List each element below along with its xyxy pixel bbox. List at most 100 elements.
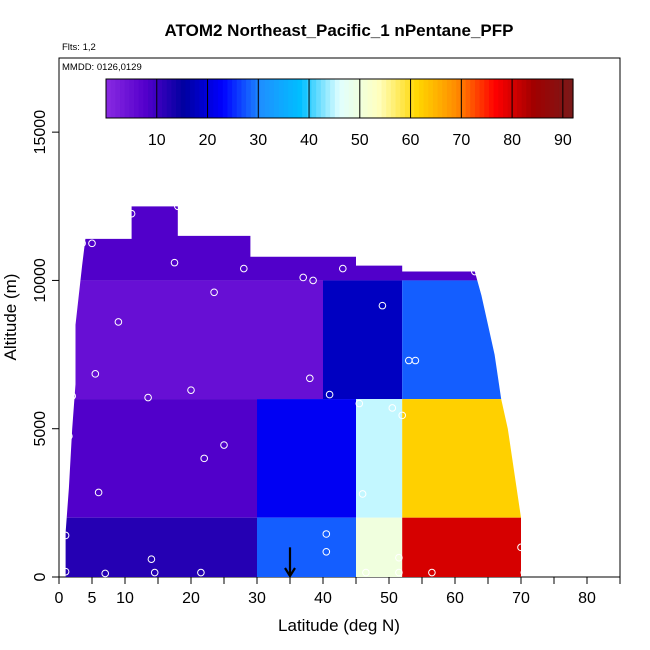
sample-point-22 <box>240 264 248 273</box>
colorbar-swatch-80 <box>479 79 485 118</box>
dates-label: MMDD: 0126,0129 <box>62 62 142 73</box>
y-tick-label-0: 0 <box>32 572 49 581</box>
y-axis-label: Altitude (m) <box>1 274 20 361</box>
sample-point-41 <box>471 267 479 276</box>
colorbar-swatch-73 <box>446 79 453 118</box>
sample-point-0 <box>61 567 70 576</box>
colorbar-swatch-93 <box>540 79 546 118</box>
y-tick-label-2: 10000 <box>32 258 49 303</box>
marker-arrow-head <box>284 567 296 579</box>
colorbar-swatch-16 <box>180 79 186 118</box>
colorbar-swatch-94 <box>544 79 551 118</box>
heat-cell-1 <box>65 280 323 400</box>
sample-point-36 <box>395 568 403 577</box>
colorbar-swatch-89 <box>521 79 527 118</box>
sample-point-14 <box>150 568 159 577</box>
colorbar-swatch-83 <box>493 79 499 118</box>
colorbar-swatch-52 <box>348 79 355 118</box>
colorbar-swatch-15 <box>176 79 182 118</box>
sample-point-20 <box>210 288 218 297</box>
colorbar-swatch-30 <box>246 79 252 118</box>
y-tick-label-1: 5000 <box>32 411 49 447</box>
sample-point-35 <box>395 553 403 562</box>
colorbar-swatch-62 <box>395 79 401 118</box>
sample-point-34 <box>388 404 397 412</box>
colorbar-swatch-91 <box>530 79 537 118</box>
heat-cell-11 <box>402 517 521 577</box>
colorbar-swatch-11 <box>157 79 163 118</box>
heat-cell-5 <box>257 399 356 518</box>
sample-point-40 <box>428 568 436 577</box>
colorbar-tick-label-2: 30 <box>249 132 267 149</box>
colorbar-swatch-29 <box>241 79 247 118</box>
colorbar-swatch-36 <box>274 79 280 118</box>
colorbar-swatch-82 <box>488 79 495 118</box>
x-tick-label-3: 20 <box>182 590 200 607</box>
colorbar-swatch-65 <box>409 79 415 118</box>
heat-cell-10 <box>356 517 403 577</box>
colorbar-swatch-85 <box>502 79 509 118</box>
sample-point-12 <box>144 393 152 402</box>
colorbar-swatch-45 <box>316 79 322 118</box>
colorbar-swatch-17 <box>185 79 191 118</box>
x-axis: 0 5 10 20 30 40 50 60 70 80 <box>55 577 621 607</box>
sample-point-37 <box>398 411 407 420</box>
sample-point-24 <box>306 374 314 383</box>
colorbar-swatch-58 <box>376 79 383 118</box>
sample-point-42 <box>517 543 525 552</box>
colorbar-swatch-71 <box>437 79 443 118</box>
colorbar-swatch-79 <box>474 79 481 118</box>
colorbar-swatch-2 <box>115 79 121 118</box>
sample-point-7 <box>91 370 100 378</box>
colorbar-swatch-55 <box>362 79 369 118</box>
colorbar-swatch-47 <box>325 79 331 118</box>
heat-cell-4 <box>65 399 257 518</box>
colorbar-swatch-18 <box>190 79 196 118</box>
colorbar-swatch-26 <box>227 79 233 118</box>
sample-point-23 <box>299 273 308 282</box>
sample-point-8 <box>94 488 103 497</box>
colorbar-swatch-66 <box>414 79 420 118</box>
sample-point-5 <box>78 239 86 248</box>
heatmap-area <box>65 206 525 577</box>
colorbar-swatch-48 <box>330 79 336 118</box>
colorbar-swatch-56 <box>367 79 373 118</box>
colorbar-swatch-59 <box>381 79 387 118</box>
sample-point-39 <box>411 356 420 365</box>
colorbar-swatch-10 <box>152 79 158 118</box>
colorbar-swatch-39 <box>288 79 294 118</box>
x-tick-label-0: 0 <box>55 590 64 607</box>
colorbar-swatch-9 <box>148 79 154 118</box>
sample-point-21 <box>220 441 228 449</box>
colorbar-swatch-27 <box>232 79 238 118</box>
sample-point-19 <box>200 454 208 463</box>
colorbar-swatch-31 <box>250 79 257 118</box>
sample-point-15 <box>170 258 179 267</box>
x-tick-label-9: 80 <box>578 590 596 607</box>
x-tick-label-7: 60 <box>446 590 464 607</box>
colorbar-swatch-19 <box>194 79 200 118</box>
heat-cell-8 <box>65 517 257 577</box>
colorbar-swatch-61 <box>390 79 397 118</box>
colorbar-swatch-28 <box>236 79 243 118</box>
sample-point-31 <box>358 490 367 498</box>
colorbar-swatch-3 <box>120 79 126 118</box>
heat-cell-9 <box>257 517 356 577</box>
colorbar-swatch-77 <box>465 79 471 118</box>
x-tick-label-6: 50 <box>380 590 398 607</box>
colorbar-swatch-90 <box>526 79 532 118</box>
sample-point-18 <box>197 568 205 577</box>
colorbar-swatch-54 <box>358 79 364 118</box>
colorbar-swatch-24 <box>218 79 224 118</box>
colorbar-swatch-22 <box>208 79 215 118</box>
sample-point-17 <box>187 386 195 394</box>
colorbar-swatch-40 <box>292 79 299 118</box>
colorbar-swatch-63 <box>400 79 406 118</box>
colorbar-swatch-37 <box>278 79 285 118</box>
sample-point-1 <box>61 531 70 540</box>
colorbar-swatch-95 <box>549 79 555 118</box>
sample-point-32 <box>362 568 370 577</box>
sample-point-3 <box>68 392 76 400</box>
colorbar-swatch-51 <box>344 79 350 118</box>
